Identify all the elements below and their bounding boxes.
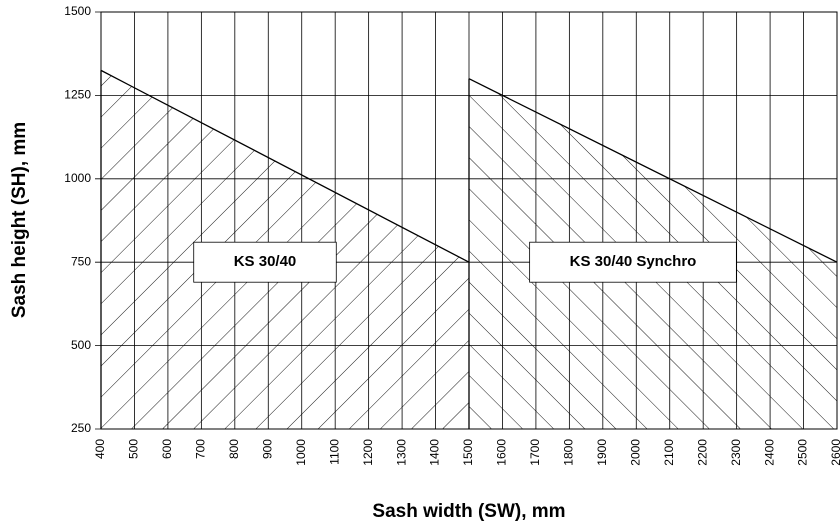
x-tick-label: 2600 [829, 439, 840, 466]
y-tick-label: 750 [71, 254, 91, 268]
y-axis-title: Sash height (SH), mm [9, 122, 30, 318]
x-tick-label: 1800 [562, 439, 576, 466]
x-tick-label: 1300 [394, 439, 408, 466]
series-label: KS 30/40 [234, 253, 297, 270]
y-tick-label: 250 [71, 421, 91, 435]
x-tick-label: 800 [227, 439, 241, 459]
y-tick-label: 1250 [64, 88, 91, 102]
area-edge [100, 69, 470, 263]
x-tick-label: 2400 [762, 439, 776, 466]
x-tick-label: 1200 [361, 439, 375, 466]
area-edge [468, 78, 838, 263]
x-tick-label: 1400 [428, 439, 442, 466]
y-tick-label: 1000 [64, 171, 91, 185]
x-tick-label: 600 [160, 439, 174, 459]
x-tick-label: 1900 [595, 439, 609, 466]
x-tick-label: 1500 [461, 439, 475, 466]
x-tick-label: 1000 [294, 439, 308, 466]
x-tick-label: 700 [194, 439, 208, 459]
x-tick-label: 1600 [495, 439, 509, 466]
x-tick-label: 2500 [796, 439, 810, 466]
y-tick-label: 1500 [64, 4, 91, 18]
x-tick-label: 400 [93, 439, 107, 459]
x-tick-label: 2200 [695, 439, 709, 466]
series-label-box: KS 30/40 Synchro [529, 241, 737, 283]
series-label-box: KS 30/40 [193, 241, 337, 283]
series-label: KS 30/40 Synchro [570, 253, 697, 270]
x-tick-label: 1100 [327, 439, 341, 465]
x-tick-label: 2100 [662, 439, 676, 466]
y-tick-label: 500 [71, 338, 91, 352]
x-axis-title: Sash width (SW), mm [372, 501, 565, 522]
x-tick-label: 1700 [528, 439, 542, 466]
x-tick-label: 2300 [729, 439, 743, 466]
label-box [529, 241, 737, 283]
x-tick-label: 500 [127, 439, 141, 459]
x-tick-label: 900 [260, 439, 274, 459]
x-tick-label: 2000 [628, 439, 642, 466]
label-box [193, 241, 337, 283]
